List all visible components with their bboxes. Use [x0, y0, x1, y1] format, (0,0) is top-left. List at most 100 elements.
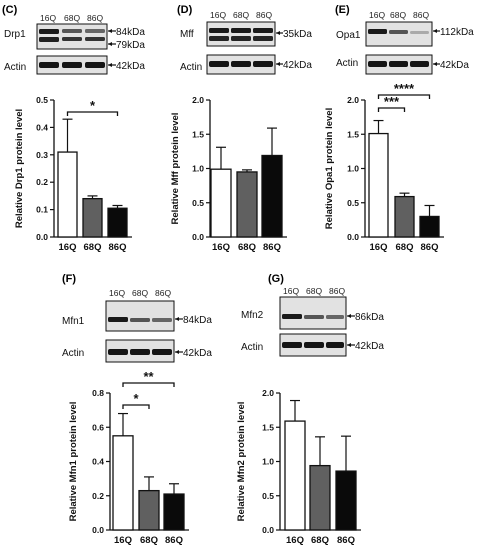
arrow-icon: [108, 29, 112, 33]
blot-loading-name: Actin: [62, 348, 84, 359]
western-blot-d: 16Q 68Q 86Q Mff 35kDa Actin 42kDa: [180, 10, 312, 75]
panel-label-e: (E): [335, 4, 350, 16]
y-axis-label: Relative Mfn1 protein level: [68, 402, 79, 522]
significance-bracket: [66, 111, 119, 116]
bar-chart-mfn2: 0.0 0.5 1.0 1.5 2.0 Relative Mfn2 protein lev…: [236, 388, 361, 546]
bar-68q: [138, 489, 160, 531]
blot-band: [130, 318, 150, 322]
kda-label: 42kDa: [440, 60, 469, 71]
y-tick-label: 0.1: [36, 205, 48, 215]
blot-band: [231, 28, 251, 33]
bar-86q: [163, 493, 185, 531]
x-tick-label: 68Q: [84, 242, 102, 253]
y-tick-label: 0.0: [347, 232, 359, 242]
x-tick-label: 86Q: [165, 535, 183, 546]
arrow-icon: [108, 42, 112, 46]
arrow-icon: [433, 62, 437, 66]
blot-band: [304, 342, 324, 348]
blot-band: [253, 36, 273, 41]
blot-band: [39, 37, 59, 42]
lane-label-68q: 68Q: [132, 288, 148, 298]
y-tick-label: 2.0: [262, 388, 274, 398]
panel-label-g: (G): [268, 273, 284, 285]
blot-band: [85, 37, 105, 41]
lane-label-16q: 16Q: [40, 13, 56, 23]
y-tick-label: 0.4: [92, 457, 104, 467]
blot-band: [152, 349, 172, 355]
arrow-icon: [175, 350, 179, 354]
y-axis-label: Relative Drp1 protein level: [14, 109, 25, 228]
lane-label-86q: 86Q: [155, 288, 171, 298]
lane-label-68q: 68Q: [64, 13, 80, 23]
significance-bracket: [122, 404, 150, 409]
blot-band: [62, 62, 82, 68]
y-tick-label: 1.0: [262, 457, 274, 467]
blot-protein-name: Opa1: [336, 30, 361, 41]
kda-label: 84kDa: [116, 27, 145, 38]
bar-chart-drp1: 0.0 0.1 0.2 0.3 0.4 0.5 Relative Drp1 protein …: [14, 95, 132, 253]
y-tick-label: 0.5: [262, 491, 274, 501]
blot-band: [39, 29, 59, 34]
x-tick-label: 86Q: [263, 242, 281, 253]
arrow-icon: [108, 63, 112, 67]
y-tick-label: 0.6: [92, 422, 104, 432]
blot-band: [85, 62, 105, 68]
y-tick-label: 1.5: [192, 129, 204, 139]
y-tick-label: 0.2: [36, 177, 48, 187]
blot-band: [326, 342, 344, 348]
y-tick-label: 0.5: [347, 198, 359, 208]
y-tick-label: 0.5: [36, 95, 48, 105]
bar-68q: [309, 464, 331, 531]
blot-band: [326, 315, 344, 319]
blot-membrane: [279, 296, 347, 330]
lane-label-16q: 16Q: [109, 288, 125, 298]
significance-bracket: [122, 382, 175, 387]
kda-label: 79kDa: [116, 40, 145, 51]
kda-label: 35kDa: [283, 29, 312, 40]
x-tick-label: 16Q: [59, 242, 77, 253]
y-tick-label: 0.5: [192, 198, 204, 208]
bar-86q: [335, 470, 357, 531]
significance-bracket: [377, 107, 406, 112]
blot-band: [39, 62, 59, 68]
bar-16q: [284, 420, 306, 531]
kda-label: 84kDa: [183, 315, 212, 326]
bar-86q: [107, 207, 128, 238]
blot-band: [282, 342, 302, 348]
blot-band: [368, 61, 387, 67]
blot-membrane: [105, 300, 175, 332]
x-tick-label: 16Q: [286, 535, 304, 546]
blot-band: [389, 30, 408, 34]
y-tick-label: 0.3: [36, 150, 48, 160]
blot-band: [231, 61, 251, 67]
blot-band: [130, 349, 150, 355]
western-blot-g: 16Q 68Q 86Q Mfn2 86kDa Actin 42kDa: [241, 286, 384, 357]
blot-protein-name: Mff: [180, 29, 194, 40]
y-tick-label: 1.0: [347, 164, 359, 174]
western-blot-f: 16Q 68Q 86Q Mfn1 84kDa Actin 42kDa: [62, 288, 212, 363]
blot-band: [209, 36, 229, 41]
y-axis-label: Relative Mff protein level: [170, 113, 181, 225]
blot-band: [253, 61, 273, 67]
bar-68q: [236, 171, 258, 238]
blot-band: [85, 29, 105, 33]
lane-label-86q: 86Q: [256, 10, 272, 20]
x-tick-label: 16Q: [212, 242, 230, 253]
bar-16q: [112, 435, 134, 531]
y-tick-label: 0.0: [262, 525, 274, 535]
bar-chart-opa1: 0.0 0.5 1.0 1.5 2.0 Relative Opa1 protein lev…: [324, 81, 444, 253]
y-axis-label: Relative Mfn2 protein level: [236, 402, 247, 522]
bar-16q: [210, 168, 232, 238]
x-tick-label: 16Q: [370, 242, 388, 253]
blot-membrane: [36, 23, 108, 50]
x-tick-label: 16Q: [114, 535, 132, 546]
blot-band: [209, 61, 229, 67]
blot-band: [108, 317, 128, 322]
panel-label-d: (D): [177, 4, 193, 16]
significance-label: *: [133, 391, 139, 406]
arrow-icon: [347, 343, 351, 347]
blot-loading-name: Actin: [4, 62, 26, 73]
y-tick-label: 2.0: [347, 95, 359, 105]
bar-68q: [82, 197, 103, 238]
